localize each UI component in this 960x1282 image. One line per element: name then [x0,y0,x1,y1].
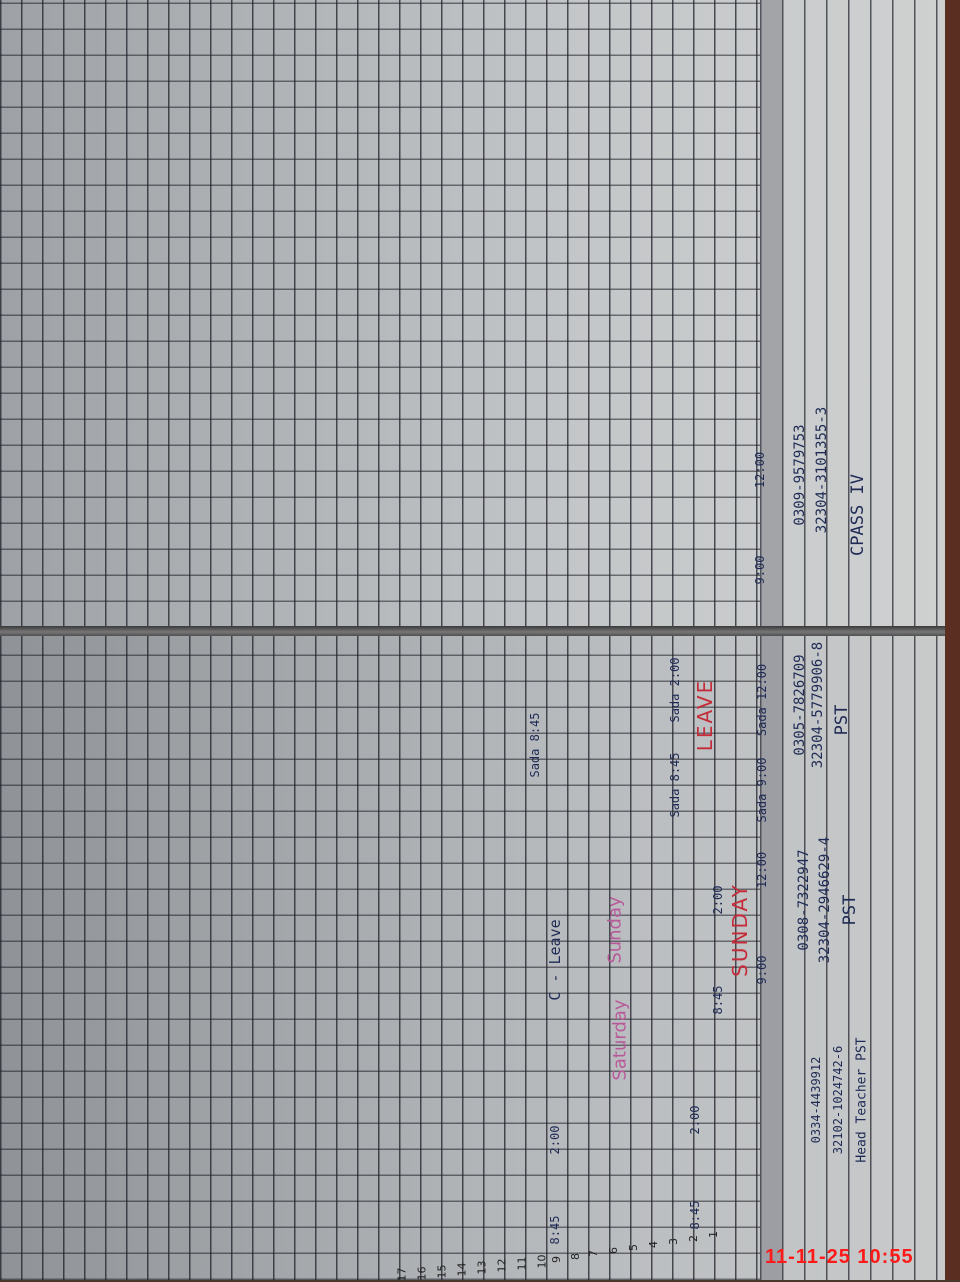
table-edge [945,0,960,1280]
time-entry: Sada 8:45 [528,712,542,778]
row-number: 11 [515,1256,529,1271]
teacher-designation: PST [832,704,852,736]
row-number: 16 [415,1266,429,1281]
row-number: 8 [569,1253,582,1260]
teacher-designation: CPASS IV [848,474,868,556]
attendance-grid [0,0,760,628]
teacher-cnic: 32304-5779906-8 [810,641,826,769]
date-header-column [760,636,782,1280]
time-entry: Sada 9:00 [755,757,769,823]
teacher-phone: 0334-4439912 [809,1056,823,1144]
time-entry: 2:00 [548,1125,562,1155]
time-entry: Sada 2:00 [668,657,682,723]
row-number: 6 [607,1247,620,1254]
time-entry: Sada 12:00 [755,663,769,737]
teacher-designation: PST [840,894,860,926]
teacher-phone: 0308-7322947 [796,849,812,951]
book-gutter [0,626,945,638]
sunday-note: Sunday [604,896,626,964]
row-number: 1 [707,1231,720,1238]
time-entry: 8:45 [711,985,725,1015]
row-number: 9 [550,1256,563,1263]
sunday-note: SUNDAY [728,883,752,977]
row-number: 5 [627,1244,640,1251]
time-entry: Sada 8:45 [668,752,682,818]
teacher-header-band [760,636,945,1280]
row-number: 10 [535,1254,549,1269]
register-right-page [0,636,945,1280]
row-number: 17 [395,1267,409,1282]
teacher-cnic: 32102-1024742-6 [831,1045,845,1155]
teacher-phone: 0309-9579753 [792,424,808,526]
row-number: 13 [475,1260,489,1275]
teacher-designation: Head Teacher PST [854,1037,870,1163]
row-number: 4 [647,1241,660,1248]
date-header-column [760,0,782,628]
time-entry: 8:45 [688,1200,702,1230]
time-entry: 12:00 [753,451,767,489]
time-entry: 2:00 [688,1105,702,1135]
time-entry: 9:00 [753,555,767,585]
row-number: 12 [495,1258,509,1273]
saturday-note: Saturday [609,999,631,1081]
camera-timestamp: 11-11-25 10:55 [765,1246,914,1268]
row-number: 2 [687,1235,700,1242]
leave-note: LEAVE [693,678,717,752]
time-entry: 2:00 [711,885,725,915]
row-number: 7 [587,1250,600,1257]
teacher-header-band [760,0,945,628]
time-entry: 12:00 [755,851,769,889]
teacher-cnic: 32304-3101355-3 [814,406,830,534]
row-number: 15 [435,1264,449,1279]
c-leave-note: C - Leave [546,919,564,1001]
row-number: 3 [667,1238,680,1245]
teacher-cnic: 32304-2946629-4 [817,836,833,964]
register-left-page [0,0,945,628]
time-entry: 8:45 [548,1215,562,1245]
teacher-phone: 0305-7826709 [792,654,808,756]
attendance-grid [0,636,760,1280]
time-entry: 9:00 [755,955,769,985]
row-number: 14 [455,1262,469,1277]
